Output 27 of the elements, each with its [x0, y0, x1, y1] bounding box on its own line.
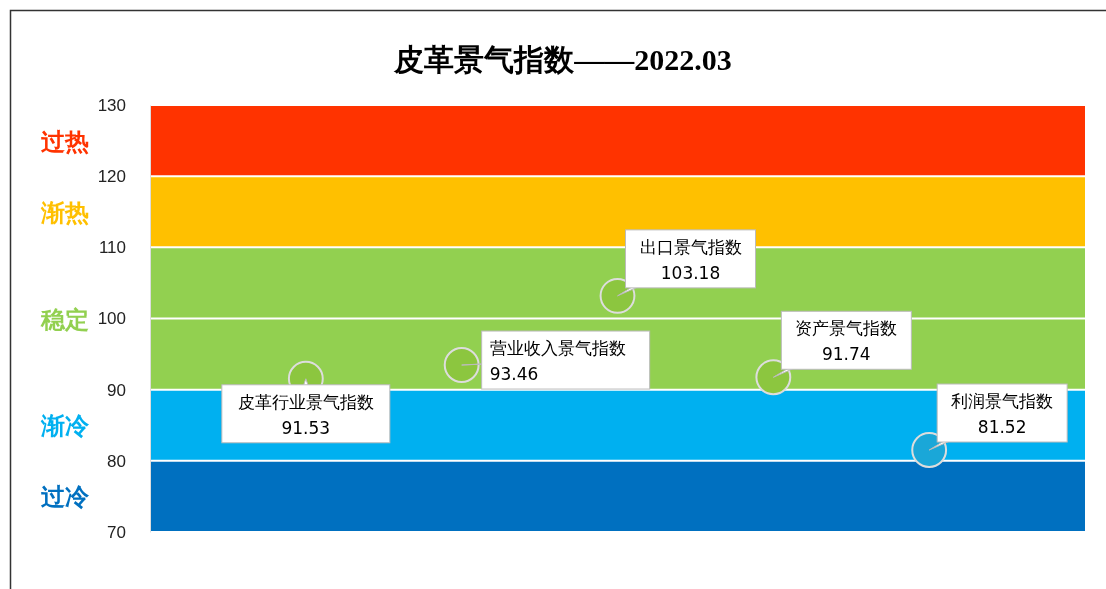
- point: [443, 347, 480, 383]
- band-label: 过冷: [40, 482, 90, 512]
- band-label: 渐冷: [40, 411, 90, 441]
- band-label: 过热: [40, 126, 89, 156]
- data-label: 81.52: [977, 417, 1027, 438]
- y-tick-label: 70: [107, 522, 126, 542]
- y-tick-label: 90: [107, 380, 126, 400]
- series-label: 皮革行业景气指数: [237, 391, 374, 412]
- data-label: 91.74: [822, 344, 871, 365]
- series-label: 资产景气指数: [795, 318, 898, 339]
- point: [599, 277, 636, 314]
- point: [755, 359, 792, 396]
- y-tick-label: 80: [107, 451, 126, 471]
- data-label: 91.53: [281, 417, 331, 438]
- y-tick-label: 120: [97, 167, 126, 187]
- data-label: 103.18: [660, 262, 721, 283]
- series-label: 出口景气指数: [639, 236, 742, 257]
- series-label: 营业收入景气指数: [489, 338, 626, 359]
- y-tick-label: 110: [98, 238, 126, 258]
- y-tick-label: 130: [97, 95, 126, 115]
- y-tick-label: 100: [97, 309, 126, 329]
- data-label: 93.46: [489, 364, 539, 385]
- band-label: 稳定: [40, 304, 89, 334]
- series-label: 利润景气指数: [951, 391, 1054, 412]
- point: [911, 432, 948, 468]
- chart-title: 皮革景气指数——2022.03: [393, 43, 732, 76]
- band-label: 渐热: [40, 197, 89, 227]
